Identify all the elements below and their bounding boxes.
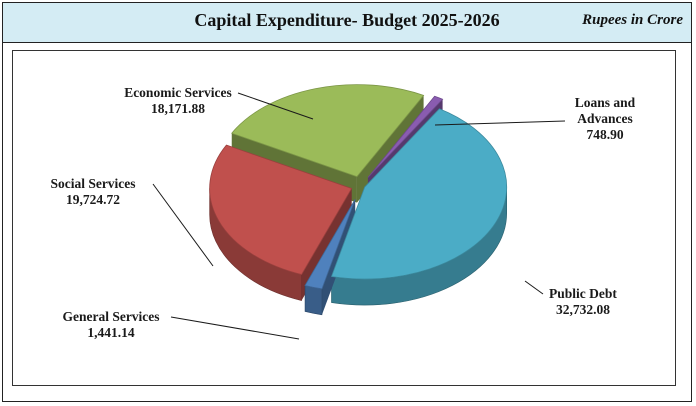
chart-header: Capital Expenditure- Budget 2025-2026 Ru… [3,3,691,43]
unit-label: Rupees in Crore [582,12,683,28]
slice-value-label: 748.90 [586,127,623,142]
slice-value-label: 32,732.08 [556,302,610,317]
slice-label: Economic Services 18,171.88 [124,85,232,116]
pie-slice [304,199,356,290]
slice-label-line: Economic Services [124,85,232,100]
slice-label: Public Debt 32,732.08 [549,286,617,317]
slice-label-line: Public Debt [549,286,617,301]
pie-tops [209,84,508,290]
label-pointer-line [434,120,566,126]
pie-chart: Loans and Advances 748.90 Public Debt 32,732… [50,84,636,340]
slice-label: Social Services 19,724.72 [50,176,135,207]
slice-label-line: Advances [577,111,633,126]
slice-label: Loans and Advances 748.90 [575,95,636,142]
chart-title: Capital Expenditure- Budget 2025-2026 [194,10,500,30]
slice-value-label: 19,724.72 [66,192,120,207]
label-pointer-line [152,183,214,267]
pie-slice [209,144,353,276]
label-pointer-line [237,92,314,120]
slice-value-label: 18,171.88 [151,101,205,116]
slice-side-wall [304,285,323,316]
slice-value-label: 1,441.14 [87,325,135,340]
slice-label-line: Loans and [575,95,636,110]
pie-slice [367,95,444,178]
slice-label: General Services 1,441.14 [62,309,159,340]
slice-label-line: Social Services [50,176,135,191]
label-pointer-line [524,280,544,295]
pie-labels: Loans and Advances 748.90 Public Debt 32,732… [50,85,635,340]
chart-area: Loans and Advances 748.90 Public Debt 32,732… [12,50,676,386]
slice-label-line: General Services [62,309,159,324]
label-pointer-line [170,316,300,340]
pie-slice [330,108,508,280]
